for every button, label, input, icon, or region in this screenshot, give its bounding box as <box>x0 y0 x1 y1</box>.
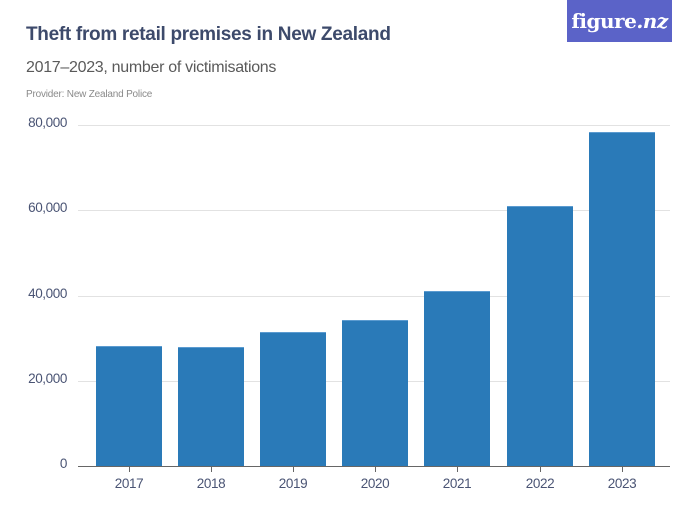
bar-2021[interactable] <box>424 291 490 466</box>
x-axis-tick <box>457 466 458 472</box>
bar-2019[interactable] <box>260 332 326 466</box>
gridline <box>78 125 670 126</box>
x-axis-tick <box>293 466 294 472</box>
data-provider: Provider: New Zealand Police <box>26 89 153 100</box>
logo-suffix: .nz <box>636 9 668 33</box>
chart-title: Theft from retail premises in New Zealan… <box>26 24 391 45</box>
y-axis-tick-label: 40,000 <box>28 286 67 301</box>
x-axis-tick-label: 2020 <box>360 476 390 491</box>
x-axis-tick-label: 2017 <box>114 476 144 491</box>
y-axis-tick-label: 60,000 <box>28 200 67 215</box>
x-axis-tick <box>540 466 541 472</box>
gridline <box>78 210 670 211</box>
y-axis-tick-label: 80,000 <box>28 115 67 130</box>
bar-2020[interactable] <box>342 320 408 466</box>
x-axis-tick-label: 2022 <box>525 476 555 491</box>
bar-2018[interactable] <box>178 347 244 466</box>
x-axis-tick-label: 2021 <box>442 476 472 491</box>
x-axis-tick-label: 2019 <box>278 476 308 491</box>
figure-nz-logo[interactable]: figure .nz <box>567 0 672 42</box>
x-axis-tick <box>129 466 130 472</box>
x-axis-tick-label: 2018 <box>196 476 226 491</box>
gridline <box>78 296 670 297</box>
x-axis-tick <box>375 466 376 472</box>
chart-subtitle: 2017–2023, number of victimisations <box>26 59 277 76</box>
y-axis-tick-label: 20,000 <box>28 371 67 386</box>
x-axis-tick-label: 2023 <box>607 476 637 491</box>
bar-2017[interactable] <box>96 346 162 466</box>
x-axis-tick <box>211 466 212 472</box>
x-axis-line <box>78 466 670 467</box>
logo-text: figure <box>571 9 637 33</box>
x-axis-tick <box>622 466 623 472</box>
bar-2022[interactable] <box>507 206 573 466</box>
y-axis-tick-label: 0 <box>59 456 68 471</box>
bar-2023[interactable] <box>589 132 655 466</box>
